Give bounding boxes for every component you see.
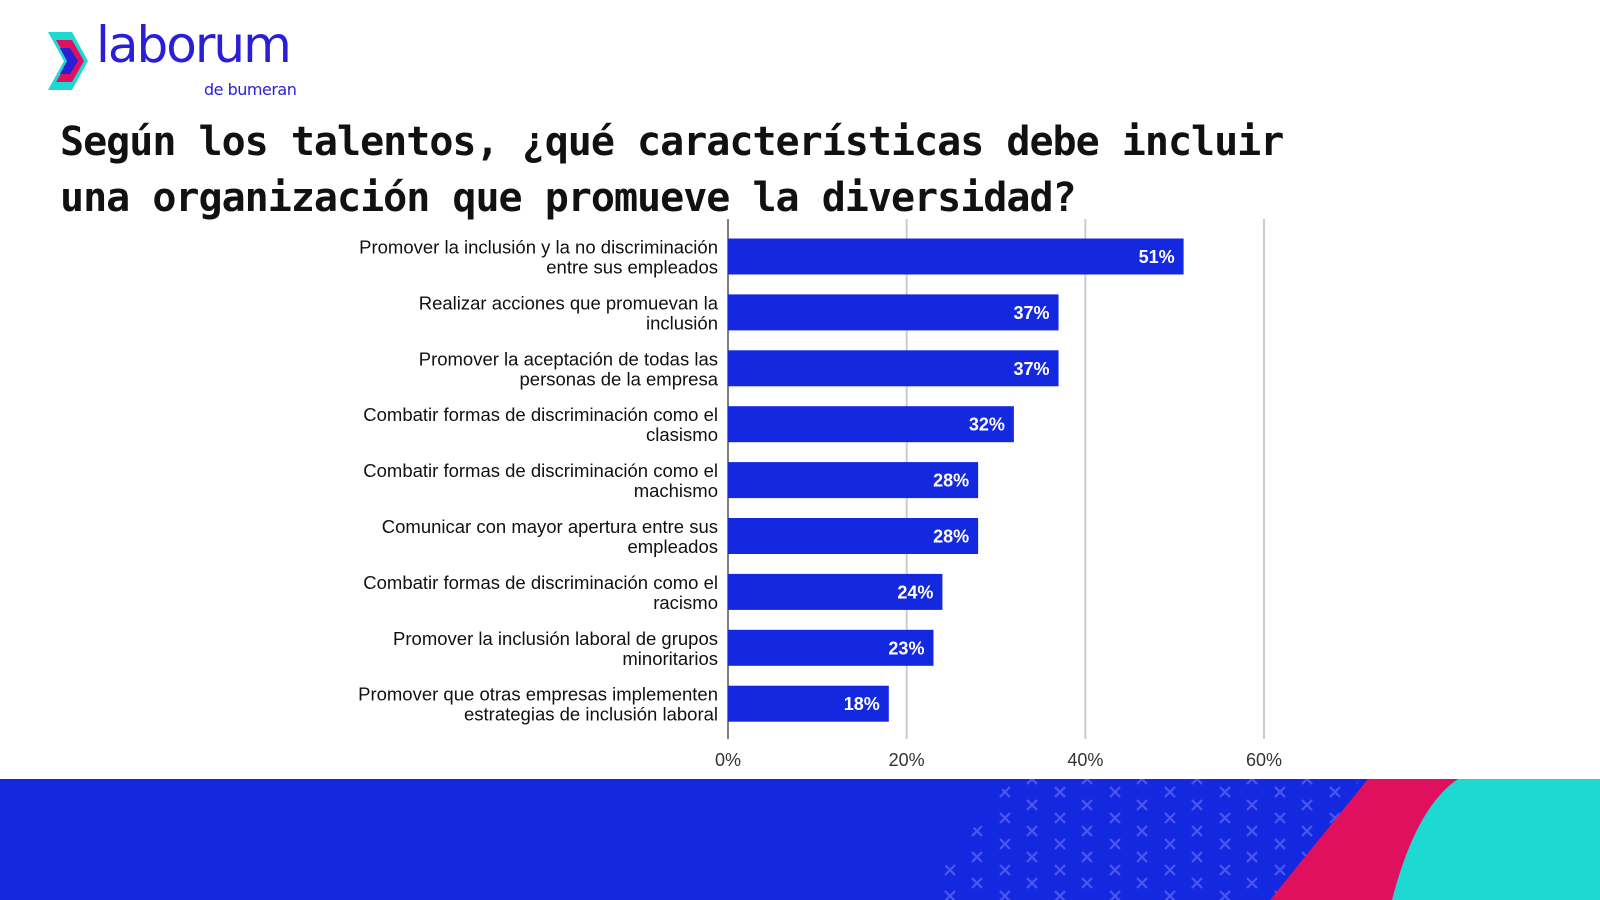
bar-data-label: 37% <box>1014 303 1050 323</box>
category-label: minoritarios <box>622 648 718 669</box>
category-label: Comunicar con mayor apertura entre sus <box>382 516 718 537</box>
bar <box>728 238 1184 275</box>
category-label: entre sus empleados <box>546 257 718 278</box>
bar-data-label: 28% <box>933 527 969 547</box>
category-label: empleados <box>627 536 718 557</box>
bar-data-label: 18% <box>844 694 880 714</box>
bar <box>728 462 979 499</box>
x-tick-label: 60% <box>1246 750 1282 770</box>
category-label: clasismo <box>646 424 718 445</box>
bar <box>728 294 1059 331</box>
chevron-logo-icon <box>48 32 88 90</box>
bar-data-label: 24% <box>897 582 933 602</box>
laborum-logo: laborum de bumeran <box>46 20 326 108</box>
category-label: Combatir formas de discriminación como e… <box>363 460 718 481</box>
bar-data-label: 37% <box>1014 359 1050 379</box>
x-tick-label: 40% <box>1067 750 1103 770</box>
category-label: machismo <box>634 480 718 501</box>
category-label: Promover que otras empresas implementen <box>358 684 718 705</box>
category-label: Realizar acciones que promuevan la <box>419 292 719 313</box>
category-label: estrategias de inclusión laboral <box>464 704 718 725</box>
page-title: Según los talentos, ¿qué características… <box>60 119 1284 221</box>
category-label: Combatir formas de discriminación como e… <box>363 404 718 425</box>
category-label: personas de la empresa <box>520 368 719 389</box>
logo-wordmark: laborum <box>96 16 292 74</box>
bar-data-label: 28% <box>933 471 969 491</box>
bar <box>728 350 1059 387</box>
bar <box>728 629 934 666</box>
category-label: Combatir formas de discriminación como e… <box>363 572 718 593</box>
category-label: racismo <box>653 592 718 613</box>
bar <box>728 406 1014 443</box>
bars: 51% 37% 37% 32% 28% 28% 24% 23% 18% <box>728 238 1184 722</box>
category-label: inclusión <box>646 312 718 333</box>
bar-chart: 51% 37% 37% 32% 28% 28% 24% 23% 18% Promover la … <box>358 219 1282 770</box>
bar-data-label: 32% <box>969 415 1005 435</box>
logo-tagline: de bumeran <box>204 80 297 99</box>
category-label: Promover la inclusión y la no discrimina… <box>359 237 718 258</box>
bar <box>728 573 943 610</box>
category-labels: Promover la inclusión y la no discrimina… <box>358 237 719 725</box>
category-label: Promover la inclusión laboral de grupos <box>393 628 718 649</box>
bar <box>728 518 979 554</box>
bar <box>728 685 889 722</box>
bar-data-label: 23% <box>888 638 924 658</box>
x-tick-label: 20% <box>889 750 925 770</box>
category-label: Promover la aceptación de todas las <box>419 348 718 369</box>
bar-data-label: 51% <box>1139 247 1175 267</box>
footer-banner <box>0 779 1600 900</box>
x-tick-label: 0% <box>715 750 741 770</box>
x-axis-ticks: 0% 20% 40% 60% <box>715 750 1282 770</box>
